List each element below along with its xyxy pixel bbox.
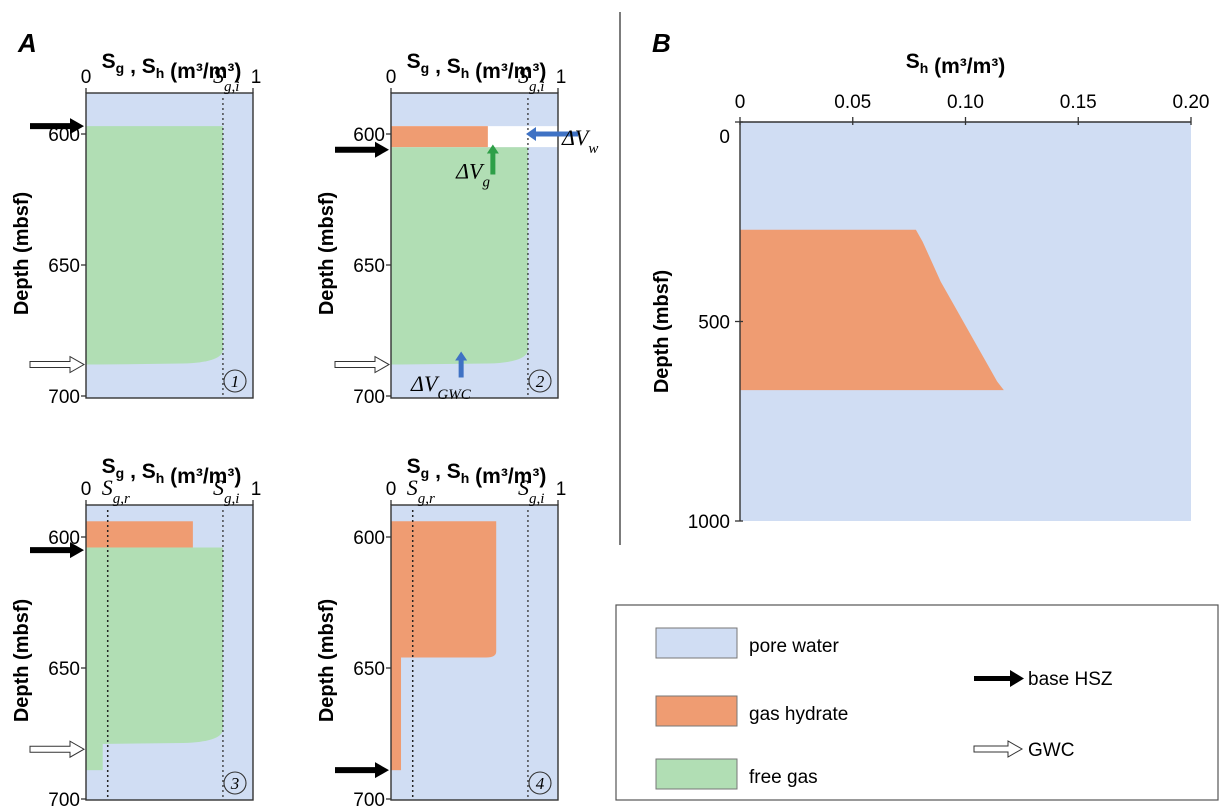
delta-vg-label: ΔVg	[455, 159, 490, 191]
gas-hydrate-area	[86, 521, 193, 548]
axis-title-x: Sg , Sh (m³/m³)	[102, 50, 242, 83]
gwc-arrow-icon	[334, 355, 391, 374]
panel-number-label: 3	[230, 774, 240, 793]
gas-hydrate-area	[391, 126, 488, 148]
delta-vw-arrow-icon	[526, 127, 578, 141]
y-tick-label: 700	[353, 387, 385, 408]
sgi-label: Sg,i	[518, 475, 544, 507]
legend-label-free-gas: free gas	[749, 767, 818, 788]
sgi-label: Sg,i	[213, 475, 239, 507]
legend-label-gas-hydrate: gas hydrate	[749, 704, 848, 725]
panel-number-circle	[223, 369, 247, 393]
x-tick-label: 1	[251, 479, 262, 500]
chart-panel-4: 600 650 700 0 1 Sg,i Sg,rSg , Sh (m³/m³) Depth …	[316, 455, 566, 808]
axis-title-y: Depth (mbsf)	[651, 270, 673, 393]
y-tick-label: 700	[353, 790, 385, 808]
axis-title-x: Sg , Sh (m³/m³)	[407, 50, 547, 83]
gas-hydrate-lower-area	[391, 656, 402, 771]
gas-hydrate-area	[391, 521, 497, 658]
base-hsz-arrow-icon	[30, 542, 84, 559]
legend-gwc-arrow-icon	[973, 740, 1024, 758]
x-tick-label: 1	[556, 67, 567, 88]
sgr-label: Sg,r	[407, 475, 435, 507]
panel-letter-a: A	[17, 28, 37, 58]
free-gas-area	[391, 147, 528, 365]
delta-vg-arrow-icon	[486, 144, 499, 175]
y-tick-label: 700	[48, 387, 80, 408]
plot-frame	[390, 504, 559, 801]
axis-title-x: Sg , Sh (m³/m³)	[102, 455, 242, 488]
x-tick-label: 0	[81, 479, 92, 500]
x-tick-label: 0	[386, 479, 397, 500]
y-tick-label: 650	[353, 256, 385, 277]
panel-number-circle	[528, 771, 552, 795]
legend-swatch-pore-water	[655, 627, 738, 659]
axis-title-y: Depth (mbsf)	[11, 599, 33, 722]
panel-number-circle	[528, 369, 552, 393]
gas-hydrate-area	[740, 229, 1004, 391]
chart-panel-2: 600 650 700 0 1 Sg,iSg , Sh (m³/m³) Depth (mbs…	[316, 50, 598, 408]
x-tick-label: 0.10	[947, 92, 984, 113]
delta-vgwc-label: ΔVGWC	[410, 371, 472, 403]
panel-number-circle	[223, 771, 247, 795]
panel-number-label: 4	[536, 774, 545, 793]
y-tick-label: 0	[719, 127, 730, 148]
delta-vgwc-arrow-icon	[455, 351, 468, 378]
legend-label-base-hsz: base HSZ	[1028, 669, 1113, 690]
axis-title-x: Sh (m³/m³)	[906, 50, 1006, 78]
residual-gas-area	[86, 743, 103, 771]
panel-number-label: 2	[536, 372, 545, 391]
x-tick-label: 0.15	[1060, 92, 1097, 113]
sgr-label: Sg,r	[102, 475, 130, 507]
sgi-label: Sg,i	[518, 63, 544, 95]
y-tick-label: 650	[353, 659, 385, 680]
axis-title-x: Sg , Sh (m³/m³)	[407, 455, 547, 488]
axis-title-y: Depth (mbsf)	[11, 192, 33, 315]
x-tick-label: 0	[81, 67, 92, 88]
plot-frame	[85, 92, 254, 399]
x-tick-label: 1	[251, 67, 262, 88]
x-tick-label: 0.05	[834, 92, 871, 113]
delta-vw-label: ΔVw	[561, 125, 598, 157]
plot-frame	[85, 504, 254, 801]
free-gas-area	[86, 126, 223, 365]
legend: pore water gas hydrate free gas base HSZ…	[615, 604, 1219, 801]
legend-base-hsz-arrow-icon	[974, 670, 1024, 687]
y-tick-label: 650	[48, 659, 80, 680]
chart-panel-b: 0 0.05 0.10 0.15 0.20 0 500 1000 Sh (m³/m³) Depth…	[651, 50, 1209, 533]
y-tick-label: 600	[353, 528, 385, 549]
legend-swatch-gas-hydrate	[655, 695, 738, 727]
axis-title-y: Depth (mbsf)	[316, 599, 338, 722]
legend-label-pore-water: pore water	[749, 636, 839, 657]
x-tick-label: 0	[735, 92, 746, 113]
axis-title-y: Depth (mbsf)	[316, 192, 338, 315]
plot-frame	[390, 92, 559, 399]
base-hsz-arrow-icon	[335, 141, 389, 158]
y-tick-label: 650	[48, 256, 80, 277]
legend-swatch-free-gas	[655, 758, 738, 790]
free-gas-area	[86, 547, 223, 744]
x-tick-label: 0.20	[1173, 92, 1210, 113]
y-tick-label: 1000	[688, 512, 730, 533]
y-tick-label: 500	[698, 313, 730, 334]
gwc-arrow-icon	[29, 355, 86, 374]
panel-letter-b: B	[652, 28, 671, 58]
base-hsz-arrow-icon	[335, 762, 389, 779]
base-hsz-arrow-icon	[30, 118, 84, 135]
y-tick-label: 600	[353, 125, 385, 146]
x-tick-label: 1	[556, 479, 567, 500]
gwc-arrow-icon	[29, 740, 86, 759]
sgi-label: Sg,i	[213, 63, 239, 95]
panel-number-label: 1	[231, 372, 240, 391]
legend-label-gwc: GWC	[1028, 740, 1074, 761]
x-tick-label: 0	[386, 67, 397, 88]
y-tick-label: 700	[48, 790, 80, 808]
